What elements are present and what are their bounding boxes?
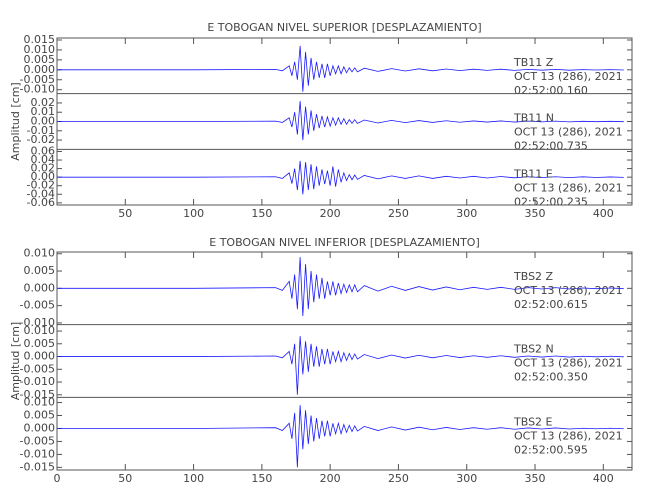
x-tick-label: 350 (525, 207, 546, 220)
x-tick-label: 100 (183, 207, 204, 220)
y-tick-label: -0.04 (27, 187, 55, 200)
x-tick-label: 400 (593, 207, 614, 220)
x-tick-label: 250 (388, 207, 409, 220)
y-tick-label: -0.005 (20, 73, 55, 86)
x-tick-label: 0 (54, 472, 61, 485)
trace-station: TB11 N (513, 112, 554, 125)
x-tick-label: 250 (388, 472, 409, 485)
y-tick-label: 0.000 (24, 421, 56, 434)
y-tick-label: 0.005 (24, 264, 56, 277)
chart-title: E TOBOGAN NIVEL SUPERIOR [DESPLAZAMIENTO… (207, 21, 481, 34)
y-tick-label: 0.000 (24, 350, 56, 363)
x-tick-label: 300 (456, 207, 477, 220)
trace-station: TBS2 N (513, 343, 554, 356)
y-tick-label: 0.04 (31, 153, 56, 166)
trace-date: OCT 13 (286), 2021 (514, 284, 623, 297)
y-tick-label: 0.02 (31, 96, 56, 109)
y-tick-label: 0.00 (31, 170, 56, 183)
trace-station: TB11 Z (513, 56, 554, 69)
x-tick-label: 150 (251, 472, 272, 485)
y-tick-label: 0.005 (24, 409, 56, 422)
x-tick-label: 100 (183, 472, 204, 485)
y-tick-label: 0.010 (24, 396, 56, 409)
trace-station: TB11 E (513, 167, 553, 180)
waveform (57, 160, 624, 195)
y-tick-label: -0.06 (27, 196, 55, 209)
y-axis-label: Amplitud [cm] (9, 82, 22, 160)
waveform (57, 405, 624, 468)
trace-date: OCT 13 (286), 2021 (514, 181, 623, 194)
y-tick-label: 0.005 (24, 53, 56, 66)
waveform (57, 336, 624, 395)
y-tick-label: 0.00 (31, 115, 56, 128)
x-tick-label: 200 (320, 472, 341, 485)
y-tick-label: -0.005 (20, 362, 55, 375)
x-tick-label: 150 (251, 207, 272, 220)
y-tick-label: -0.015 (20, 388, 55, 401)
y-tick-label: 0.010 (24, 324, 56, 337)
y-tick-label: 0.01 (31, 105, 56, 118)
trace-time: 02:52:00.350 (514, 371, 588, 384)
y-tick-label: 0.06 (31, 144, 56, 157)
y-tick-label: 0.015 (24, 33, 56, 46)
trace-date: OCT 13 (286), 2021 (514, 70, 623, 83)
y-tick-label: 0.010 (24, 43, 56, 56)
x-tick-label: 50 (118, 472, 132, 485)
trace-date: OCT 13 (286), 2021 (514, 429, 623, 442)
trace-time: 02:52:00.595 (514, 443, 588, 456)
y-tick-label: -0.010 (20, 316, 55, 329)
y-tick-label: -0.02 (27, 133, 55, 146)
y-tick-label: -0.005 (20, 299, 55, 312)
waveform (57, 45, 624, 92)
plot-frame (56, 37, 633, 206)
trace-time: 02:52:00.615 (514, 298, 588, 311)
y-tick-label: -0.015 (20, 460, 55, 473)
y-tick-label: 0.000 (24, 63, 56, 76)
y-tick-label: -0.010 (20, 83, 55, 96)
y-tick-label: -0.01 (27, 124, 55, 137)
x-tick-label: 350 (525, 472, 546, 485)
trace-station: TBS2 E (513, 415, 553, 428)
trace-date: OCT 13 (286), 2021 (514, 126, 623, 139)
y-tick-label: 0.010 (24, 247, 56, 260)
y-tick-label: -0.010 (20, 447, 55, 460)
y-tick-label: -0.010 (20, 375, 55, 388)
x-tick-label: 50 (118, 207, 132, 220)
chart-title: E TOBOGAN NIVEL INFERIOR [DESPLAZAMIENTO… (209, 236, 480, 249)
y-tick-label: -0.005 (20, 434, 55, 447)
trace-station: TBS2 Z (513, 270, 554, 283)
y-tick-label: -0.02 (27, 179, 55, 192)
trace-time: 02:52:00.735 (514, 140, 588, 153)
plot-frame (56, 251, 633, 471)
trace-date: OCT 13 (286), 2021 (514, 357, 623, 370)
trace-time: 02:52:00.160 (514, 84, 588, 97)
y-tick-label: 0.000 (24, 281, 56, 294)
y-tick-label: 0.005 (24, 337, 56, 350)
x-tick-label: 300 (456, 472, 477, 485)
x-tick-label: 400 (593, 472, 614, 485)
y-tick-label: 0.02 (31, 162, 56, 175)
waveform (57, 257, 624, 317)
waveform (57, 101, 624, 141)
y-axis-label: Amplitud [cm] (9, 322, 22, 400)
x-tick-label: 200 (320, 207, 341, 220)
